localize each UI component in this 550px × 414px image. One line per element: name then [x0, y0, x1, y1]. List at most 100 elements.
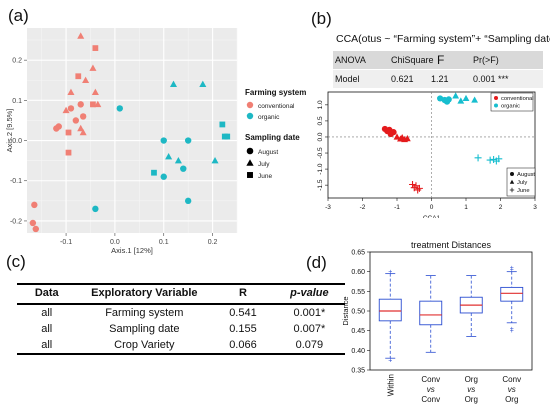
cca-chart: -3 -2 -1 0 1 2 3 1.0 0.5 0.0 -0.5 -1.0 -1.5 CCA1 conve…	[317, 91, 537, 218]
data-point	[462, 94, 470, 102]
x-tick-label: Within	[386, 374, 395, 396]
anova-cell: 0.621	[391, 74, 414, 84]
y-tick-label: 0.2	[12, 58, 22, 65]
x-tick-label: Conv	[502, 375, 521, 384]
y-tick-label: -0.2	[10, 218, 22, 225]
table-cell: all	[17, 337, 77, 355]
outlier: +	[510, 326, 514, 333]
data-point	[401, 135, 408, 143]
outlier: +	[510, 328, 514, 335]
y-tick-label: 0.65	[351, 250, 365, 257]
anova-header-cell: F	[437, 53, 445, 67]
legend-title: Farming system	[245, 88, 306, 97]
y-tick-label: -1.5	[317, 179, 324, 191]
anova-cell: 0.001 ***	[473, 74, 509, 84]
data-point	[151, 169, 157, 176]
legend-swatch	[510, 172, 514, 176]
legend-label: July	[517, 180, 527, 186]
stats-header-r: R	[212, 283, 274, 305]
data-point	[471, 96, 479, 103]
legend-swatch	[509, 187, 515, 193]
legend-label: conventional	[258, 103, 295, 110]
data-point	[443, 98, 451, 105]
data-point	[169, 80, 178, 87]
x-tick-label: Org	[465, 375, 478, 384]
pcoa-chart: -0.1 0.0 0.1 0.2 -0.2 -0.1 0.0 0.1 0.2 Axis.1 [12…	[5, 28, 306, 255]
legend-swatch	[246, 147, 254, 155]
box	[419, 300, 443, 326]
data-point	[31, 201, 38, 209]
legend-swatch	[509, 179, 515, 184]
data-point	[79, 113, 87, 120]
data-point	[82, 76, 90, 83]
stats-table: Data Exploratory Variable R p-value all …	[17, 283, 347, 355]
x-tick-label: 0.1	[159, 239, 169, 246]
data-point	[211, 156, 219, 164]
anova-header-cell: ANOVA	[335, 55, 366, 65]
cca-title: CCA(otus ~ “Farming system”+ “Sampling d…	[336, 33, 550, 45]
data-point	[452, 92, 460, 99]
data-point	[77, 101, 84, 108]
x-tick-label: -3	[325, 204, 331, 211]
legend-label: August	[517, 172, 535, 178]
x-tick-label: vs	[427, 385, 435, 394]
y-tick-label: 0.5	[317, 116, 324, 125]
data-point	[77, 32, 85, 39]
anova-header-cell: ChiSquare	[391, 55, 434, 65]
box	[500, 286, 524, 302]
data-point	[116, 105, 123, 112]
legend-swatch	[494, 96, 498, 100]
legend-label: June	[517, 188, 530, 194]
y-tick-label: 0.50	[351, 309, 365, 316]
stats-header-data: Data	[17, 283, 77, 305]
data-point	[415, 184, 423, 192]
x-tick-label: 1	[464, 204, 468, 211]
data-point	[77, 124, 85, 132]
y-tick-label: 0.0	[12, 138, 22, 145]
x-axis-label: Axis.1 [12%]	[111, 246, 153, 255]
y-tick-label: -0.1	[10, 178, 22, 185]
table-cell: 0.155	[229, 323, 257, 335]
legend-label: August	[258, 149, 278, 156]
data-point	[165, 152, 173, 160]
legend-label: conventional	[501, 96, 534, 102]
data-point	[199, 80, 207, 87]
x-tick-label: -1	[394, 204, 400, 211]
stats-header-pvalue-text: p-value	[290, 287, 329, 299]
data-point	[62, 106, 70, 114]
data-point	[160, 173, 167, 180]
legend-box	[490, 92, 534, 112]
table-row: all Sampling date 0.155 0.007*	[17, 321, 345, 337]
data-point	[55, 123, 62, 130]
table-cell: 0.066	[212, 337, 274, 355]
data-point	[67, 105, 75, 112]
data-point	[65, 149, 72, 156]
anova-header-cell: Pr(>F)	[473, 55, 499, 65]
x-tick-label: 3	[533, 204, 537, 211]
x-tick-label: Org	[465, 395, 478, 404]
plot-background	[27, 28, 237, 233]
table-cell: 0.001*	[293, 307, 326, 319]
panel-label-b: (b)	[311, 9, 332, 28]
table-cell: Farming system	[105, 307, 184, 319]
outlier: +	[510, 265, 514, 272]
outlier: +	[388, 269, 392, 276]
x-tick-label: Conv	[421, 375, 440, 384]
table-cell: 0.541	[229, 307, 257, 319]
table-row: all Crop Variety 0.066 0.079	[17, 337, 345, 355]
table-cell: 0.007*	[293, 323, 326, 335]
y-axis-label: Axis.2 [9.5%]	[5, 109, 14, 153]
y-tick-label: 0.55	[351, 289, 365, 296]
legend-swatch	[246, 101, 254, 109]
data-point	[495, 155, 503, 163]
y-tick-label: 0.40	[351, 348, 365, 355]
data-point	[92, 45, 99, 51]
x-axis-label: CCA1	[423, 215, 441, 218]
y-tick-label: -0.5	[317, 147, 324, 159]
data-point	[387, 130, 394, 138]
data-point	[184, 137, 192, 144]
x-tick-label: vs	[467, 385, 475, 394]
panel-label-d: (d)	[306, 253, 327, 272]
data-point	[32, 225, 39, 233]
y-axis-label: Distance	[341, 296, 350, 325]
